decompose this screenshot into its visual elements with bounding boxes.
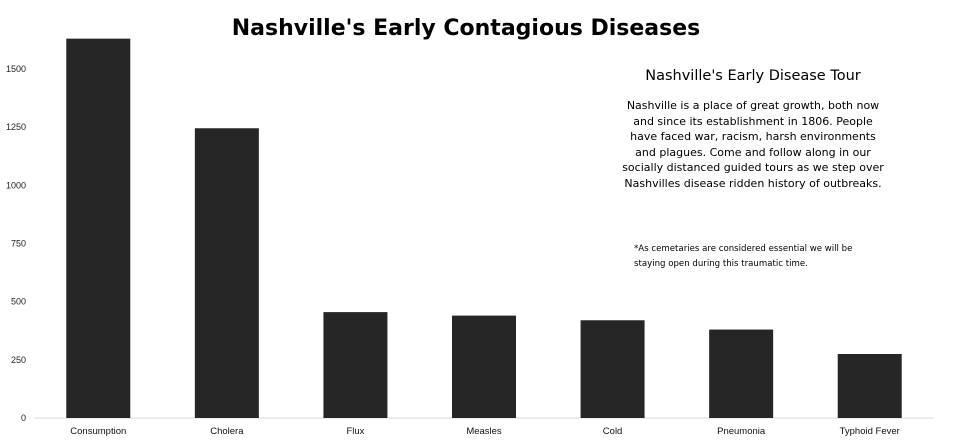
bars-layer [66,38,902,419]
tour-info-box: Nashville's Early Disease Tour Nashville… [622,68,884,191]
x-tick-label: Typhoid Fever [840,426,900,437]
x-tick-label: Cold [603,426,623,437]
tour-title: Nashville's Early Disease Tour [645,68,861,84]
x-axis-labels: Consumption Cholera Flux Measles Cold Pneumon… [70,426,900,437]
y-tick-label: 1000 [6,180,26,190]
tour-description: Nashville is a place of great growth, bo… [622,99,884,190]
bar-measles [452,315,516,418]
bar-cholera [194,128,259,418]
y-axis-labels: 0 250 500 750 1000 1250 1500 [6,64,26,423]
bar-cold [580,320,645,418]
y-tick-label: 0 [21,413,26,423]
x-tick-label: Cholera [210,426,244,437]
x-tick-label: Pneumonia [717,426,766,437]
x-tick-label: Consumption [70,426,126,437]
y-tick-label: 1250 [6,122,26,132]
y-tick-label: 250 [11,355,26,365]
x-tick-label: Flux [346,426,364,437]
y-tick-label: 1500 [6,64,26,74]
y-tick-label: 500 [11,297,26,307]
bar-consumption [66,38,131,419]
tour-footnote: *As cemetaries are considered essential … [634,244,853,269]
x-tick-label: Measles [466,426,502,437]
y-tick-label: 750 [11,238,26,248]
bar-pneumonia [709,329,774,418]
bar-typhoid-fever [837,354,902,418]
chart-title: Nashville's Early Contagious Diseases [231,16,701,41]
bar-flux [323,312,388,418]
